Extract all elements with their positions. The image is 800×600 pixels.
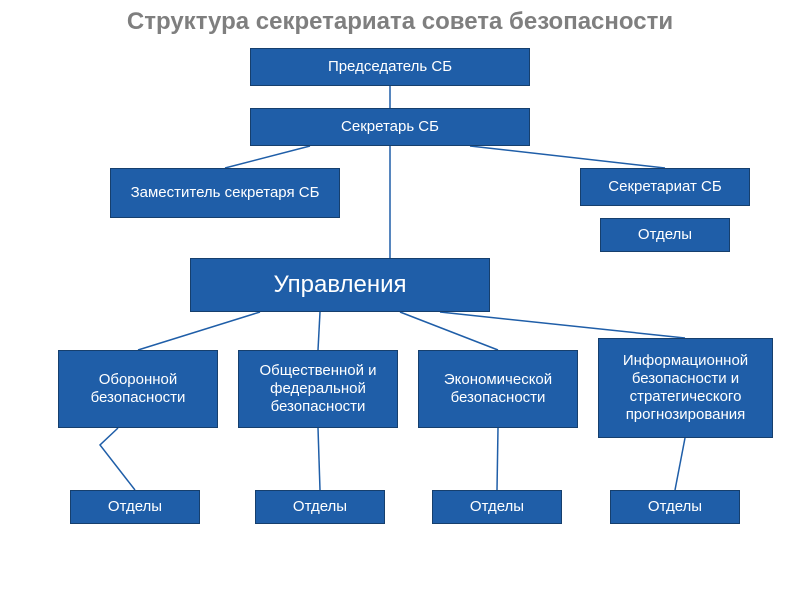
org-box-otd3: Отделы: [432, 490, 562, 524]
org-box-otd2: Отделы: [255, 490, 385, 524]
edge-secretary-secretariat: [470, 146, 665, 168]
edge-upravl-dir3: [400, 312, 498, 350]
org-box-chair: Председатель СБ: [250, 48, 530, 86]
edge-upravl-dir2: [318, 312, 320, 350]
org-box-deputy: Заместитель секретаря СБ: [110, 168, 340, 218]
edge-dir1-otd1: [100, 428, 135, 490]
org-box-dir4: Информационной безопасности и стратегиче…: [598, 338, 773, 438]
org-box-secretariat: Секретариат СБ: [580, 168, 750, 206]
org-box-otd_secr: Отделы: [600, 218, 730, 252]
org-box-otd4: Отделы: [610, 490, 740, 524]
edge-secretary-deputy: [225, 146, 310, 168]
edge-upravl-dir1: [138, 312, 260, 350]
edge-dir4-otd4: [675, 438, 685, 490]
edge-dir3-otd3: [497, 428, 498, 490]
org-box-dir3: Экономической безопасности: [418, 350, 578, 428]
org-box-otd1: Отделы: [70, 490, 200, 524]
page-title: Структура секретариата совета безопаснос…: [0, 8, 800, 36]
edge-upravl-dir4: [440, 312, 685, 338]
org-box-dir1: Оборонной безопасности: [58, 350, 218, 428]
org-box-upravl: Управления: [190, 258, 490, 312]
edge-dir2-otd2: [318, 428, 320, 490]
org-box-dir2: Общественной и федеральной безопасности: [238, 350, 398, 428]
org-box-secretary: Секретарь СБ: [250, 108, 530, 146]
